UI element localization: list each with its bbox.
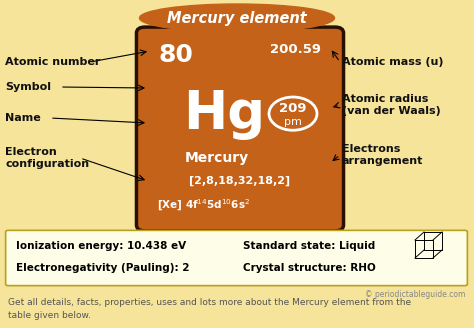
FancyBboxPatch shape bbox=[137, 27, 344, 231]
Text: © periodictableguide.com: © periodictableguide.com bbox=[365, 290, 465, 299]
Text: Atomic radius
(van der Waals): Atomic radius (van der Waals) bbox=[342, 94, 441, 116]
Text: Hg: Hg bbox=[183, 88, 265, 140]
Text: Ionization energy: 10.438 eV: Ionization energy: 10.438 eV bbox=[16, 241, 186, 251]
Text: [Xe] 4f$^{14}$5d$^{10}$6s$^{2}$: [Xe] 4f$^{14}$5d$^{10}$6s$^{2}$ bbox=[157, 198, 250, 214]
Text: Name: Name bbox=[5, 113, 41, 123]
Text: Electrons
arrangement: Electrons arrangement bbox=[342, 144, 423, 166]
Text: [2,8,18,32,18,2]: [2,8,18,32,18,2] bbox=[190, 176, 291, 186]
Text: Get all details, facts, properties, uses and lots more about the Mercury element: Get all details, facts, properties, uses… bbox=[8, 298, 411, 307]
Text: Symbol: Symbol bbox=[5, 82, 51, 92]
Text: Atomic mass (u): Atomic mass (u) bbox=[342, 57, 444, 67]
Text: Crystal structure: RHO: Crystal structure: RHO bbox=[243, 263, 376, 273]
FancyBboxPatch shape bbox=[6, 230, 467, 286]
Ellipse shape bbox=[139, 4, 335, 32]
Text: Electronegativity (Pauling): 2: Electronegativity (Pauling): 2 bbox=[16, 263, 190, 273]
Text: 200.59: 200.59 bbox=[270, 43, 321, 56]
Text: pm: pm bbox=[284, 117, 302, 127]
Text: Standard state: Liquid: Standard state: Liquid bbox=[243, 241, 375, 251]
Text: Electron
configuration: Electron configuration bbox=[5, 147, 89, 169]
Text: 80: 80 bbox=[159, 43, 194, 67]
Text: Mercury element: Mercury element bbox=[167, 10, 307, 26]
Text: table given below.: table given below. bbox=[8, 311, 91, 320]
Text: Mercury: Mercury bbox=[185, 151, 249, 165]
Text: Atomic number: Atomic number bbox=[5, 57, 100, 67]
Text: 209: 209 bbox=[279, 102, 307, 115]
